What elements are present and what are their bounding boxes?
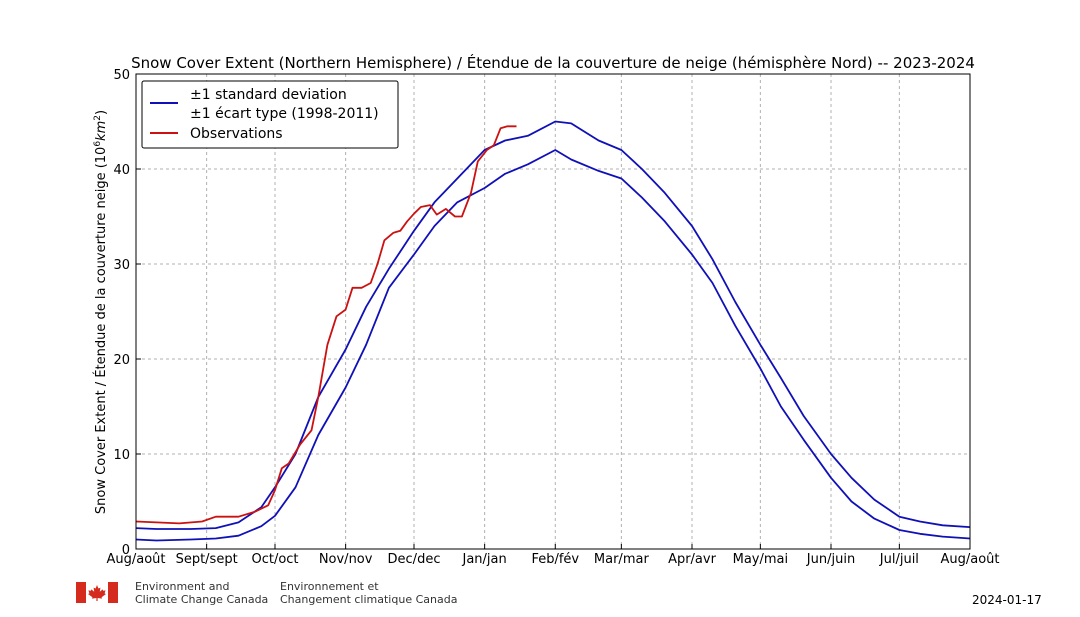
- x-tick-label: Jan/jan: [462, 552, 507, 567]
- x-tick-label: Nov/nov: [319, 552, 373, 567]
- dept-fr-line2: Changement climatique Canada: [280, 593, 458, 606]
- x-tick-label: Dec/dec: [388, 552, 441, 567]
- std-dev-upper-line: [135, 120, 971, 530]
- y-tick-label: 40: [113, 163, 130, 178]
- y-tick-label: 20: [113, 353, 130, 368]
- dept-en-line2: Climate Change Canada: [135, 593, 269, 606]
- x-tick-label: Jun/juin: [806, 552, 855, 567]
- y-tick-label: 50: [113, 68, 130, 83]
- x-tick-label: Feb/fév: [531, 552, 579, 567]
- legend-std-dev-label-1: ±1 standard deviation: [190, 87, 347, 103]
- x-tick-label: Oct/oct: [251, 552, 298, 567]
- x-tick-label: May/mai: [733, 552, 789, 567]
- x-tick-label: Jul/juil: [879, 552, 919, 567]
- y-tick-label: 30: [113, 258, 130, 273]
- std-dev-lower-line: [135, 149, 971, 542]
- x-tick-label: Aug/août: [106, 552, 165, 567]
- x-tick-label: Aug/août: [940, 552, 999, 567]
- x-tick-label: Sept/sept: [176, 552, 238, 567]
- legend-box: [141, 80, 399, 149]
- canada-flag-icon: [76, 582, 118, 603]
- y-axis-label: Snow Cover Extent / Étendue de la couver…: [93, 110, 109, 514]
- x-tick-label: Mar/mar: [594, 552, 650, 567]
- y-tick-label: 0: [122, 543, 130, 558]
- y-ticks: 0 10 20 30 40 50: [113, 68, 141, 558]
- y-tick-label: 10: [113, 448, 130, 463]
- issue-date: 2024-01-17: [972, 593, 1042, 607]
- series-group: [135, 120, 971, 542]
- dept-fr-line1: Environnement et: [280, 580, 379, 593]
- legend: ±1 standard deviation ±1 écart type (199…: [141, 80, 399, 149]
- dept-name-fr: Environnement et Changement climatique C…: [280, 580, 457, 606]
- legend-observations-label: Observations: [190, 126, 283, 142]
- x-ticks: Aug/août Sept/sept Oct/oct Nov/nov Dec/dec Ja…: [106, 544, 1000, 567]
- dept-en-line1: Environment and: [135, 580, 230, 593]
- x-tick-label: Apr/avr: [668, 552, 717, 567]
- chart-title: Snow Cover Extent (Northern Hemisphere) …: [131, 53, 975, 72]
- dept-name-en: Environment and Climate Change Canada: [135, 580, 268, 606]
- legend-std-dev-label-2: ±1 écart type (1998-2011): [190, 106, 379, 122]
- plot-frame: [135, 73, 971, 550]
- observations-line: [135, 125, 517, 525]
